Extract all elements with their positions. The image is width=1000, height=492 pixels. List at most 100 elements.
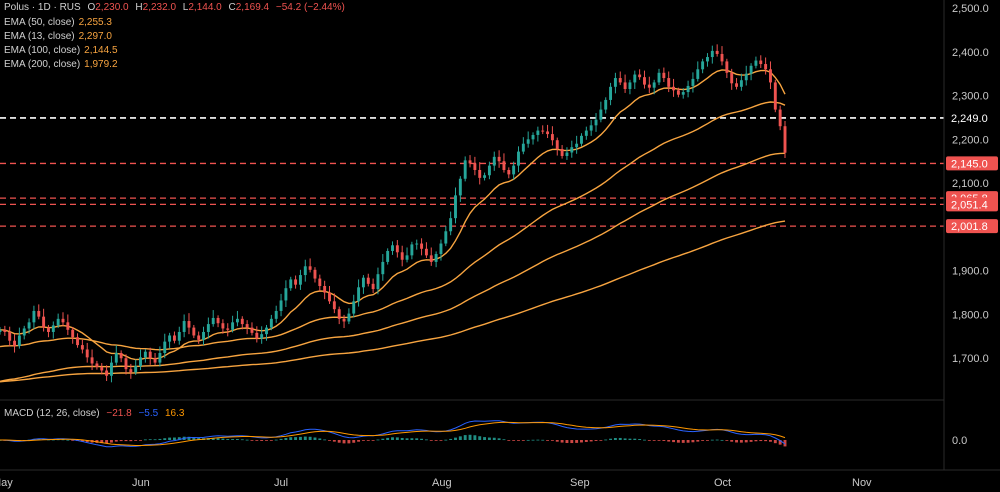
candle[interactable] [739,73,743,91]
candle[interactable] [468,155,472,168]
candle[interactable] [177,326,181,345]
candle[interactable] [706,53,709,67]
candle[interactable] [400,245,404,267]
candle[interactable] [483,172,487,181]
candle[interactable] [764,57,768,75]
candle[interactable] [37,304,41,320]
candle[interactable] [85,342,89,363]
candle[interactable] [3,325,7,336]
candle[interactable] [701,58,705,74]
candle[interactable] [420,238,424,256]
candle[interactable] [541,125,545,135]
candle[interactable] [463,156,467,182]
candle[interactable] [536,126,540,142]
candle[interactable] [546,124,550,139]
candle[interactable] [114,345,118,366]
candle[interactable] [376,267,380,295]
candle[interactable] [550,126,554,146]
candle[interactable] [235,310,239,327]
candle[interactable] [71,327,75,344]
candle[interactable] [584,126,588,140]
candle[interactable] [424,242,428,258]
candle[interactable] [555,137,559,156]
candle[interactable] [604,97,608,114]
candle[interactable] [628,79,632,95]
candle[interactable] [487,161,491,180]
candle[interactable] [672,78,676,97]
candle[interactable] [521,137,525,155]
candle[interactable] [681,88,685,99]
candle[interactable] [715,44,719,57]
candle[interactable] [361,275,365,294]
candle[interactable] [531,132,535,145]
candle[interactable] [76,333,79,348]
candle[interactable] [754,56,758,69]
candle[interactable] [269,314,273,331]
candle[interactable] [395,240,399,258]
candle[interactable] [405,247,409,263]
candle[interactable] [589,120,593,136]
candle[interactable] [0,327,2,335]
candle[interactable] [51,321,55,339]
candle[interactable] [676,87,680,98]
candle[interactable] [308,258,312,273]
candle[interactable] [95,360,99,370]
candle[interactable] [347,308,351,325]
candle[interactable] [221,319,225,334]
candle[interactable] [638,69,642,80]
candle[interactable] [22,325,26,340]
candle[interactable] [153,352,157,366]
candle[interactable] [289,276,293,291]
candle[interactable] [720,46,724,66]
candle[interactable] [109,356,113,383]
candle[interactable] [187,313,191,335]
candle[interactable] [66,314,70,336]
candle[interactable] [13,334,16,353]
candle[interactable] [575,135,579,154]
candle[interactable] [444,226,448,247]
candle[interactable] [148,347,152,365]
candle[interactable] [623,74,627,93]
candle[interactable] [139,349,142,371]
candle[interactable] [47,324,50,338]
candle[interactable] [773,79,777,113]
candle[interactable] [599,101,603,123]
candle[interactable] [710,45,714,64]
candle[interactable] [42,308,46,332]
candle[interactable] [580,133,583,147]
candle[interactable] [332,293,336,314]
candle[interactable] [80,339,84,354]
candle[interactable] [473,156,477,176]
candle[interactable] [260,326,264,344]
candle[interactable] [512,161,516,180]
candle[interactable] [163,333,167,359]
candle[interactable] [231,315,235,333]
candle[interactable] [730,68,734,90]
candle[interactable] [386,248,390,265]
candle[interactable] [318,274,322,292]
candle[interactable] [633,70,637,89]
candle[interactable] [294,275,298,289]
candle[interactable] [129,363,133,379]
candle[interactable] [342,314,346,329]
candle[interactable] [696,61,700,82]
candle[interactable] [56,313,60,329]
candle[interactable] [560,145,564,159]
candle[interactable] [570,140,574,158]
candle[interactable] [298,269,302,290]
candle[interactable] [61,312,65,327]
candle[interactable] [158,346,162,367]
candle[interactable] [391,241,394,255]
candle[interactable] [643,70,646,89]
candle[interactable] [517,146,520,173]
candle[interactable] [454,187,457,224]
candle[interactable] [657,68,661,86]
candle[interactable] [323,280,327,300]
candle[interactable] [328,286,331,304]
candle[interactable] [216,315,220,328]
candle[interactable] [691,72,695,93]
candle[interactable] [337,306,341,325]
candle[interactable] [497,150,501,168]
candle[interactable] [502,153,506,173]
